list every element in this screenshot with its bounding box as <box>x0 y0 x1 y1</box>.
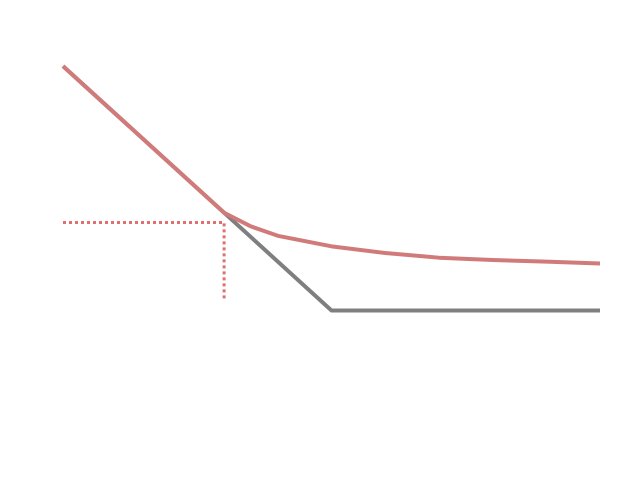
reference-lines <box>63 221 226 301</box>
series-lines <box>61 64 601 313</box>
reference-line-0 <box>63 221 226 301</box>
series-line-0 <box>61 64 600 313</box>
series-line-1 <box>61 64 601 266</box>
